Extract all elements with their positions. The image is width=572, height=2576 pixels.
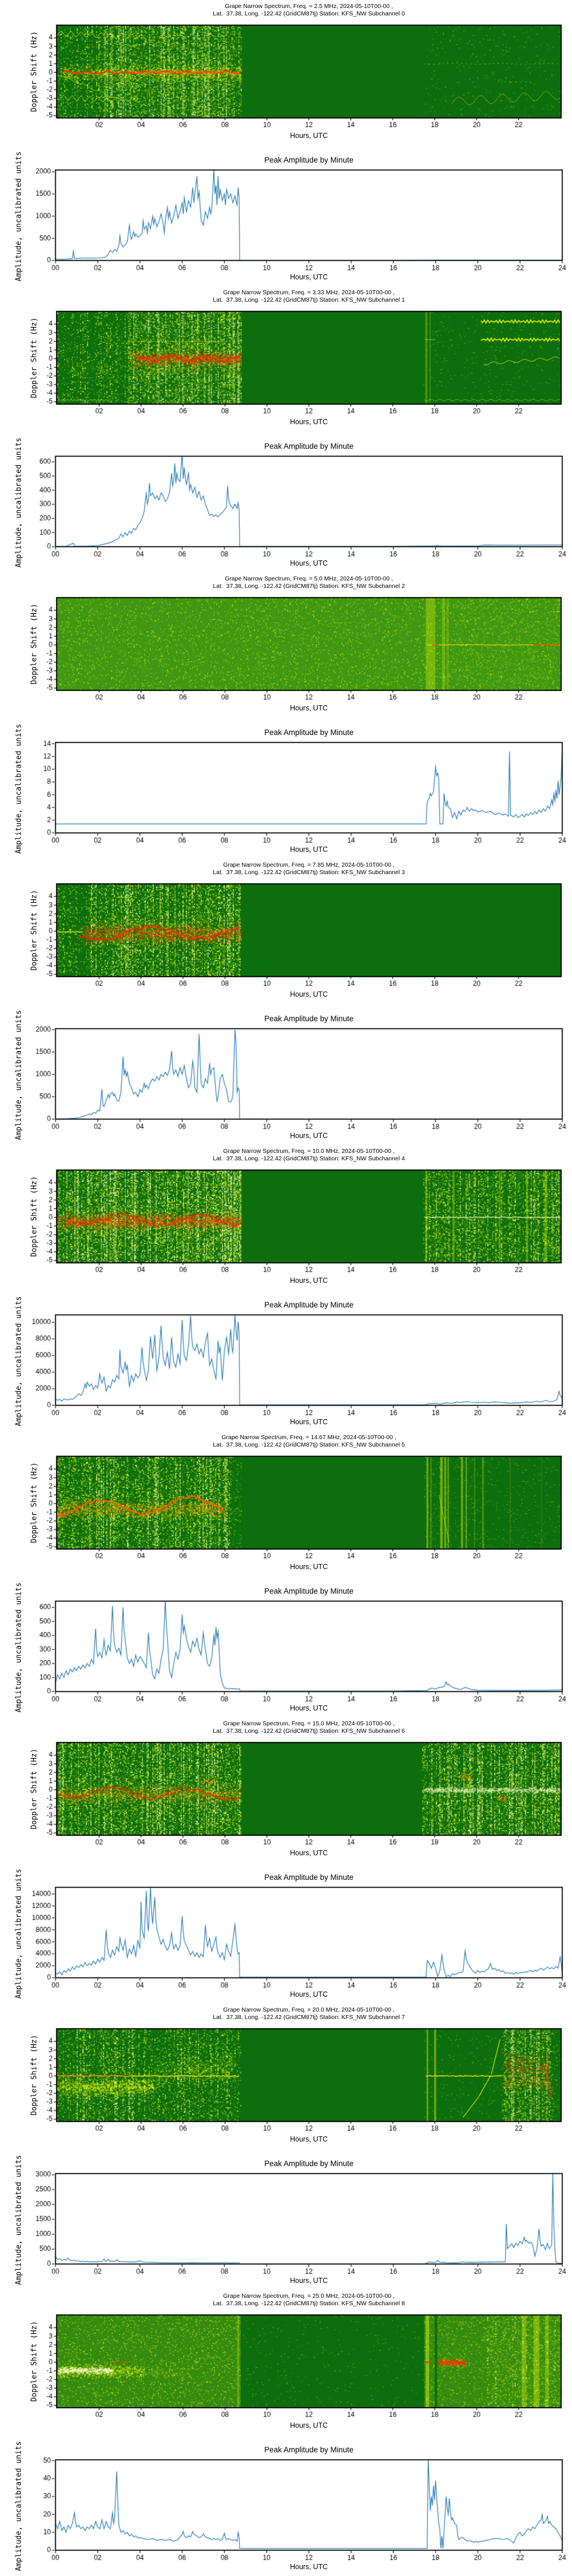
hours-utc-axis-label: Hours, UTC (290, 132, 328, 140)
spectrogram-title-line2: Lat. 37.38, Long. -122.42 (GridCM87tj) S… (213, 10, 405, 17)
peak-amplitude-title: Peak Amplitude by Minute (264, 442, 354, 451)
hours-utc-axis-label: Hours, UTC (290, 990, 328, 998)
spectrogram-title: Grape Narrow Spectrum, Freq. = 7.85 MHz,… (46, 862, 572, 876)
doppler-shift-axis-label: Doppler Shift (Hz) (30, 2321, 39, 2402)
amplitude-axis-label: Amplitude, uncalibrated units (14, 1010, 23, 1140)
spectrogram-title: Grape Narrow Spectrum, Freq. = 15.0 MHz,… (46, 1720, 572, 1735)
spectrogram-and-amplitude-plots (0, 572, 572, 859)
peak-amplitude-title: Peak Amplitude by Minute (264, 1873, 354, 1882)
subchannel-panel: Grape Narrow Spectrum, Freq. = 20.0 MHz,… (0, 2004, 572, 2290)
subchannel-panel: Grape Narrow Spectrum, Freq. = 14.67 MHz… (0, 1431, 572, 1717)
spectrogram-title-line1: Grape Narrow Spectrum, Freq. = 10.0 MHz,… (223, 1148, 395, 1155)
subchannel-panel: Grape Narrow Spectrum, Freq. = 25.0 MHz,… (0, 2290, 572, 2576)
spectrogram-title-line1: Grape Narrow Spectrum, Freq. = 7.85 MHz,… (223, 862, 395, 868)
peak-amplitude-title: Peak Amplitude by Minute (264, 1014, 354, 1023)
spectrogram-title: Grape Narrow Spectrum, Freq. = 14.67 MHz… (46, 1434, 572, 1449)
peak-amplitude-title: Peak Amplitude by Minute (264, 728, 354, 737)
spectrogram-and-amplitude-plots (0, 2004, 572, 2290)
spectrogram-title: Grape Narrow Spectrum, Freq. = 10.0 MHz,… (46, 1148, 572, 1163)
spectrogram-title-line2: Lat. 37.38, Long. -122.42 (GridCM87tj) S… (213, 869, 405, 876)
peak-amplitude-title: Peak Amplitude by Minute (264, 156, 354, 164)
peak-amplitude-title: Peak Amplitude by Minute (264, 2445, 354, 2454)
spectrogram-title-line2: Lat. 37.38, Long. -122.42 (GridCM87tj) S… (213, 2300, 405, 2307)
subchannel-panel: Grape Narrow Spectrum, Freq. = 5.0 MHz, … (0, 572, 572, 859)
amplitude-axis-label: Amplitude, uncalibrated units (14, 437, 23, 568)
spectrogram-title: Grape Narrow Spectrum, Freq. = 3.33 MHz,… (46, 289, 572, 304)
spectrogram-title-line1: Grape Narrow Spectrum, Freq. = 15.0 MHz,… (223, 1720, 395, 1727)
spectrogram-title: Grape Narrow Spectrum, Freq. = 25.0 MHz,… (46, 2293, 572, 2308)
doppler-shift-axis-label: Doppler Shift (Hz) (30, 2034, 39, 2116)
amplitude-axis-label: Amplitude, uncalibrated units (14, 1868, 23, 1999)
hours-utc-axis-label: Hours, UTC (290, 1418, 328, 1426)
spectrogram-and-amplitude-plots (0, 859, 572, 1145)
hours-utc-axis-label: Hours, UTC (290, 2563, 328, 2571)
amplitude-axis-label: Amplitude, uncalibrated units (14, 2155, 23, 2285)
subchannel-panel: Grape Narrow Spectrum, Freq. = 10.0 MHz,… (0, 1145, 572, 1431)
spectrogram-title-line2: Lat. 37.38, Long. -122.42 (GridCM87tj) S… (213, 1155, 405, 1162)
spectrogram-title-line1: Grape Narrow Spectrum, Freq. = 2.5 MHz, … (225, 3, 393, 10)
amplitude-axis-label: Amplitude, uncalibrated units (14, 151, 23, 282)
hours-utc-axis-label: Hours, UTC (290, 273, 328, 281)
spectrogram-title-line2: Lat. 37.38, Long. -122.42 (GridCM87tj) S… (213, 1728, 405, 1735)
subchannel-panel: Grape Narrow Spectrum, Freq. = 15.0 MHz,… (0, 1717, 572, 2004)
hours-utc-axis-label: Hours, UTC (290, 1132, 328, 1140)
peak-amplitude-title: Peak Amplitude by Minute (264, 1587, 354, 1595)
doppler-shift-axis-label: Doppler Shift (Hz) (30, 1462, 39, 1543)
spectrogram-title: Grape Narrow Spectrum, Freq. = 2.5 MHz, … (46, 3, 572, 18)
spectrogram-title-line1: Grape Narrow Spectrum, Freq. = 5.0 MHz, … (225, 575, 393, 582)
amplitude-axis-label: Amplitude, uncalibrated units (14, 724, 23, 854)
subchannel-panel: Grape Narrow Spectrum, Freq. = 2.5 MHz, … (0, 0, 572, 286)
hours-utc-axis-label: Hours, UTC (290, 1990, 328, 1998)
hours-utc-axis-label: Hours, UTC (290, 2277, 328, 2285)
hours-utc-axis-label: Hours, UTC (290, 1563, 328, 1571)
spectrogram-title-line1: Grape Narrow Spectrum, Freq. = 14.67 MHz… (221, 1434, 396, 1441)
spectrogram-title-line2: Lat. 37.38, Long. -122.42 (GridCM87tj) S… (213, 583, 405, 590)
peak-amplitude-title: Peak Amplitude by Minute (264, 2159, 354, 2168)
subchannel-panel: Grape Narrow Spectrum, Freq. = 7.85 MHz,… (0, 859, 572, 1145)
doppler-shift-axis-label: Doppler Shift (Hz) (30, 31, 39, 112)
spectrogram-title-line2: Lat. 37.38, Long. -122.42 (GridCM87tj) S… (213, 1441, 405, 1448)
spectrogram-and-amplitude-plots (0, 286, 572, 572)
doppler-shift-axis-label: Doppler Shift (Hz) (30, 890, 39, 971)
amplitude-axis-label: Amplitude, uncalibrated units (14, 2441, 23, 2571)
spectrogram-and-amplitude-plots (0, 1717, 572, 2004)
doppler-shift-axis-label: Doppler Shift (Hz) (30, 1748, 39, 1830)
hours-utc-axis-label: Hours, UTC (290, 704, 328, 712)
spectrogram-title-line1: Grape Narrow Spectrum, Freq. = 3.33 MHz,… (223, 289, 395, 296)
hours-utc-axis-label: Hours, UTC (290, 1704, 328, 1712)
peak-amplitude-title: Peak Amplitude by Minute (264, 1301, 354, 1309)
hours-utc-axis-label: Hours, UTC (290, 2421, 328, 2429)
spectrogram-title-line2: Lat. 37.38, Long. -122.42 (GridCM87tj) S… (213, 297, 405, 303)
hours-utc-axis-label: Hours, UTC (290, 418, 328, 426)
hours-utc-axis-label: Hours, UTC (290, 559, 328, 567)
hours-utc-axis-label: Hours, UTC (290, 846, 328, 854)
spectrogram-title-line1: Grape Narrow Spectrum, Freq. = 20.0 MHz,… (223, 2006, 395, 2013)
spectrogram-and-amplitude-plots (0, 0, 572, 286)
subchannel-panel: Grape Narrow Spectrum, Freq. = 3.33 MHz,… (0, 286, 572, 572)
spectrogram-and-amplitude-plots (0, 1145, 572, 1431)
hours-utc-axis-label: Hours, UTC (290, 1849, 328, 1857)
spectrogram-and-amplitude-plots (0, 2290, 572, 2576)
hours-utc-axis-label: Hours, UTC (290, 1277, 328, 1285)
amplitude-axis-label: Amplitude, uncalibrated units (14, 1296, 23, 1427)
doppler-shift-axis-label: Doppler Shift (Hz) (30, 1176, 39, 1257)
spectrogram-and-amplitude-plots (0, 1431, 572, 1717)
spectrogram-title-line2: Lat. 37.38, Long. -122.42 (GridCM87tj) S… (213, 2014, 405, 2021)
doppler-shift-axis-label: Doppler Shift (Hz) (30, 317, 39, 398)
amplitude-axis-label: Amplitude, uncalibrated units (14, 1582, 23, 1713)
doppler-shift-axis-label: Doppler Shift (Hz) (30, 603, 39, 685)
spectrogram-title: Grape Narrow Spectrum, Freq. = 20.0 MHz,… (46, 2006, 572, 2021)
spectrogram-title: Grape Narrow Spectrum, Freq. = 5.0 MHz, … (46, 575, 572, 590)
hours-utc-axis-label: Hours, UTC (290, 2135, 328, 2143)
spectrogram-title-line1: Grape Narrow Spectrum, Freq. = 25.0 MHz,… (223, 2293, 395, 2300)
